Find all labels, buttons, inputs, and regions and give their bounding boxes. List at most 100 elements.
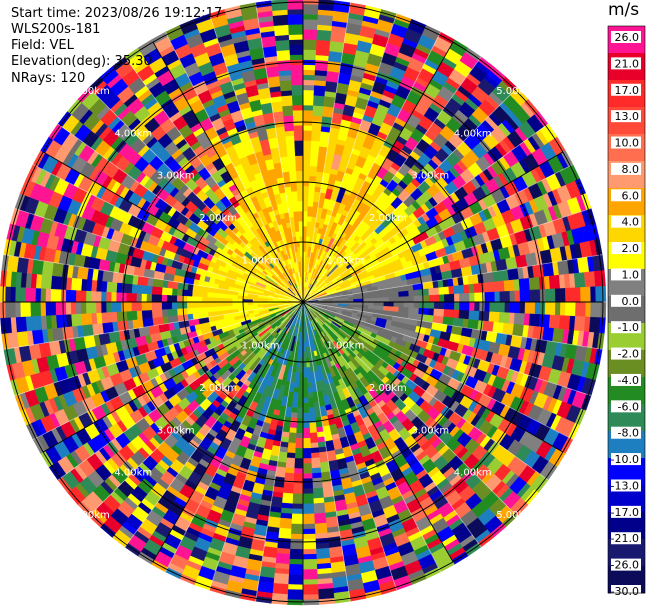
ppi-gate [444,301,455,311]
ppi-gate [428,287,440,296]
ppi-gate [590,301,602,318]
ppi-gate [554,288,566,303]
ppi-gate [146,293,152,303]
colorbar-label-bg [611,162,641,175]
ray-separator [32,301,304,440]
colorbar: 26.0 21.0 17.0 13.0 10.0 8.0 6.0 4.0 2.0 1.0 0.0 -1… [607,25,646,598]
ppi-gate [528,276,541,291]
ppi-gate [499,301,506,313]
ppi-gate [106,311,118,323]
ppi-gate [295,437,304,449]
colorbar-label-bg [611,585,641,597]
ppi-gate [528,313,541,328]
ppi-gate [141,293,147,303]
ppi-gate [314,522,328,535]
colorbar-tick-label: -17.0 [611,506,639,519]
ppi-gate [433,308,445,318]
colorbar-label-bg [611,321,641,334]
ppi-gate [166,308,178,317]
azimuth-spoke [302,301,564,453]
ppi-gate [289,548,304,560]
ppi-gate [302,39,317,51]
ppi-gate [313,84,326,97]
ppi-gate [289,558,304,565]
ppi-gate [448,285,455,295]
ppi-gate [40,288,47,303]
ppi-gate [272,14,289,26]
ppi-gate [287,589,304,601]
ray-separator [3,301,304,350]
ppi-gate [302,448,312,459]
ppi-gate [302,220,308,227]
colorbar-tick-label: -4.0 [618,374,639,387]
ppi-gate [100,291,107,303]
ppi-gate [302,84,315,91]
ray-separator [124,301,304,548]
ppi-gate [141,301,152,311]
ppi-gate [302,49,317,61]
ray-separator [3,254,304,303]
ppi-gate [589,316,601,334]
colorbar-tick-label: 10.0 [615,137,640,150]
ppi-gate [55,314,68,329]
ppi-gate [302,523,316,530]
ray-separator [88,301,304,517]
ppi-gate [444,293,455,303]
ppi-gate [302,553,317,560]
colorbar-label-bg [611,189,641,202]
ppi-gate [310,457,321,469]
ppi-gate [327,536,342,549]
colorbar-tick-label: 26.0 [615,31,640,44]
ppi-gate [141,309,153,320]
ray-separator [165,301,304,573]
ppi-gate [273,572,289,585]
ppi-gate [126,292,137,303]
ppi-gate [292,104,304,111]
ppi-gate [403,301,415,309]
ppi-gate [558,315,571,331]
ppi-gate [25,315,38,332]
ppi-gate [532,326,545,341]
ppi-gate [302,397,309,404]
start-time: Start time: 2023/08/26 19:12:17 [11,6,223,21]
ppi-gate [580,286,592,303]
ppi-gate [291,84,304,96]
colorbar-tick-label: 2.0 [622,242,640,255]
range-ring-label: 2.00km [369,213,407,224]
ppi-gate [302,352,307,368]
ppi-gate [302,367,308,378]
ppi-gate [161,294,168,303]
ppi-gate [287,13,304,25]
ppi-gate [270,496,283,509]
ppi-gate [275,552,290,565]
ppi-gate [289,427,297,434]
ppi-gate [408,295,415,303]
ppi-gate [302,89,315,101]
ppi-gate [267,75,281,88]
ppi-gate [302,104,314,111]
azimuth-spoke [302,151,564,303]
ppi-gate [492,321,505,334]
ppi-gate [302,528,316,535]
azimuth-spoke [302,301,454,563]
ppi-gate [518,278,531,291]
ray-separator [302,31,441,303]
ppi-gate [289,538,304,550]
ppi-gate [548,314,561,330]
ppi-gate [279,79,293,92]
ppi-gate [14,301,21,318]
ppi-gate [211,297,218,303]
ppi-gate [484,291,496,303]
ppi-gate [312,105,324,117]
ppi-gate [309,165,318,177]
ray-separator [302,87,518,303]
colorbar-tick-label: -13.0 [611,479,639,492]
azimuth-spoke [42,301,304,453]
elevation: Elevation(deg): 35.30 [11,54,152,69]
ray-separator [88,87,304,303]
ppi-gate [302,3,319,15]
ppi-gate [299,236,304,242]
ppi-gate [25,301,31,317]
ppi-gate [459,301,470,311]
ppi-gate [302,548,317,555]
